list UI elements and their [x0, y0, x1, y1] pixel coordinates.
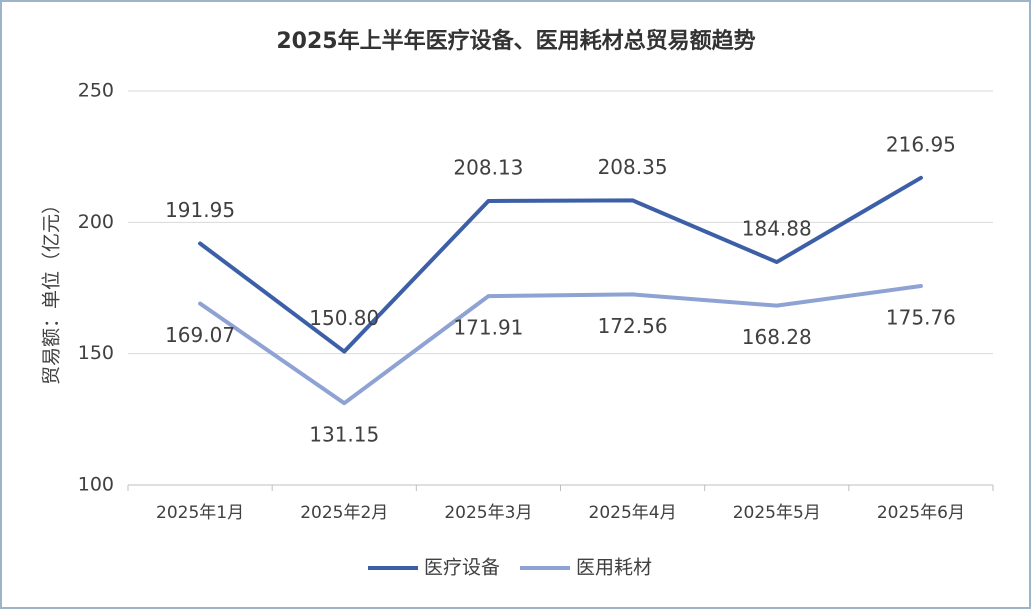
data-label: 172.56 — [598, 314, 668, 338]
chart-title: 2025年上半年医疗设备、医用耗材总贸易额趋势 — [276, 28, 755, 54]
data-label: 150.80 — [309, 306, 379, 330]
data-label: 168.28 — [742, 325, 812, 349]
data-label: 131.15 — [309, 423, 379, 447]
data-label: 191.95 — [165, 198, 235, 222]
y-tick-label: 150 — [78, 342, 114, 364]
data-label: 208.35 — [598, 155, 668, 179]
x-tick-label: 2025年2月 — [300, 503, 388, 523]
legend-label: 医疗设备 — [424, 557, 500, 579]
x-tick-label: 2025年1月 — [156, 503, 244, 523]
y-axis-label: 贸易额：单位（亿元） — [41, 195, 63, 385]
data-label: 216.95 — [886, 132, 956, 156]
y-tick-label: 200 — [78, 211, 114, 233]
x-tick-label: 2025年6月 — [877, 503, 965, 523]
legend-label: 医用耗材 — [576, 557, 652, 579]
series-line — [198, 284, 923, 406]
y-tick-label: 100 — [78, 474, 114, 496]
y-tick-label: 250 — [78, 80, 114, 102]
data-label: 175.76 — [886, 306, 956, 330]
data-label: 169.07 — [165, 323, 235, 347]
x-tick-label: 2025年4月 — [589, 503, 677, 523]
series-line — [198, 175, 923, 354]
x-tick-label: 2025年5月 — [733, 503, 821, 523]
x-tick-label: 2025年3月 — [444, 503, 532, 523]
data-label: 171.91 — [453, 316, 523, 340]
data-label: 208.13 — [453, 155, 523, 179]
data-label: 184.88 — [742, 217, 812, 241]
